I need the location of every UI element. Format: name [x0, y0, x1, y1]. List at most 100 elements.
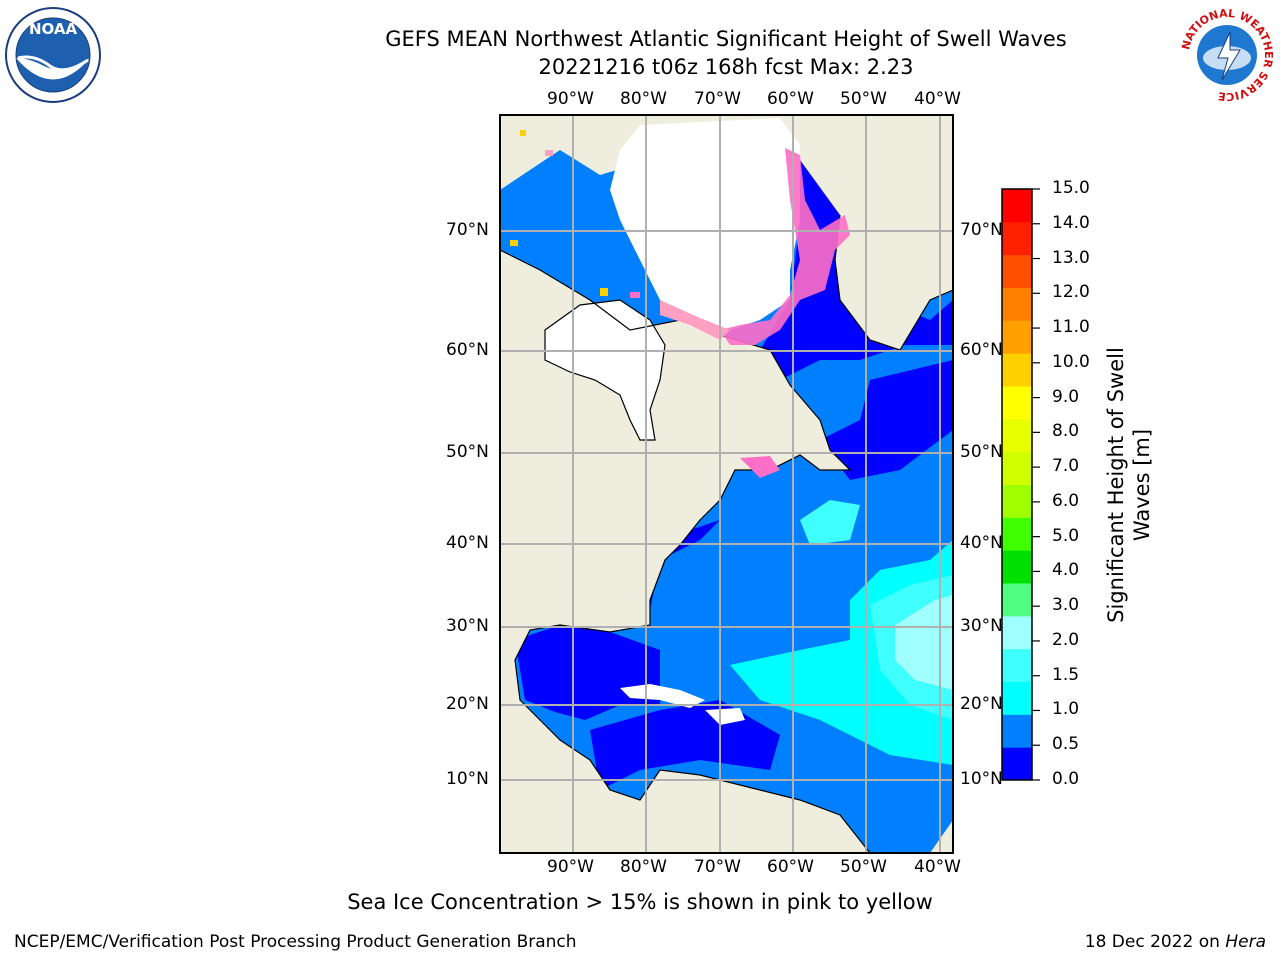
- sea-ice-gulf-stlawrence: [740, 456, 780, 478]
- lat-label-right-20n: 20°N: [960, 694, 1003, 714]
- colorbar-bin: [1002, 714, 1032, 748]
- colorbar-tick-label: 14.0: [1052, 212, 1090, 233]
- cuba-island: [620, 684, 705, 708]
- lon-label-top-80w: 80°W: [620, 89, 667, 109]
- sea-ice-patch: [630, 292, 640, 298]
- lon-label-bottom-90w: 90°W: [547, 857, 594, 877]
- lon-label-bottom-50w: 50°W: [840, 857, 887, 877]
- colorbar-tick-label: 11.0: [1052, 317, 1090, 338]
- sea-ice-patch: [600, 288, 608, 296]
- low-swell-coast: [560, 520, 720, 632]
- south-america-land: [640, 790, 870, 853]
- colorbar-bin: [1002, 386, 1032, 420]
- colorbar: [1002, 188, 1040, 781]
- footer-credit: NCEP/EMC/Verification Post Processing Pr…: [14, 932, 577, 952]
- lon-label-top-50w: 50°W: [840, 89, 887, 109]
- colorbar-tick-label: 6.0: [1052, 490, 1080, 511]
- lon-label-top-90w: 90°W: [547, 89, 594, 109]
- map-frame: [499, 114, 954, 854]
- colorbar-tick-label: 1.0: [1052, 699, 1080, 720]
- lat-label-left-60n: 60°N: [446, 340, 489, 360]
- colorbar-bin: [1002, 320, 1032, 354]
- lon-label-bottom-60w: 60°W: [767, 857, 814, 877]
- colorbar-bin: [1002, 681, 1032, 715]
- lat-label-left-10n: 10°N: [446, 769, 489, 789]
- footer-date: 18 Dec 2022 on Hera: [1085, 932, 1266, 952]
- swell-mid-patch: [800, 500, 860, 545]
- colorbar-tick-label: 10.0: [1052, 351, 1090, 372]
- sea-ice-patch: [510, 240, 518, 246]
- colorbar-bin: [1002, 221, 1032, 256]
- colorbar-tick-label: 0.0: [1052, 769, 1080, 789]
- colorbar-bin: [1002, 517, 1032, 551]
- africa-land: [930, 820, 953, 853]
- lat-label-left-20n: 20°N: [446, 694, 489, 714]
- footer-machine: Hera: [1225, 932, 1266, 952]
- map-gridlines: [500, 115, 953, 853]
- colorbar-tick-label: 12.0: [1052, 282, 1090, 303]
- colorbar-tick-label: 3.0: [1052, 595, 1080, 616]
- greenland-arctic-land: [500, 115, 953, 350]
- colorbar-tick-label: 4.0: [1052, 560, 1080, 581]
- lon-label-top-70w: 70°W: [694, 89, 741, 109]
- colorbar-bin: [1002, 747, 1032, 781]
- hudson-bay-ice: [544, 299, 666, 441]
- sea-ice-patch: [545, 150, 553, 156]
- colorbar-tick-label: 0.5: [1052, 734, 1080, 755]
- swell-2-3m: [895, 595, 953, 690]
- colorbar-bin: [1002, 418, 1032, 453]
- colorbar-tick-label: 1.5: [1052, 664, 1080, 685]
- lat-label-right-30n: 30°N: [960, 616, 1003, 636]
- baffin-ice: [610, 118, 800, 330]
- low-swell-gulf: [515, 625, 660, 720]
- colorbar-tick-label: 2.0: [1052, 629, 1080, 650]
- sea-ice-patch: [520, 130, 526, 136]
- sea-ice-note: Sea Ice Concentration > 15% is shown in …: [347, 890, 933, 914]
- colorbar-tick-label: 13.0: [1052, 247, 1090, 268]
- nws-logo: NATIONAL WEATHER SERVICE: [1179, 7, 1275, 103]
- colorbar-tick-label: 9.0: [1052, 386, 1080, 407]
- lat-label-right-60n: 60°N: [960, 340, 1003, 360]
- lon-label-bottom-70w: 70°W: [694, 857, 741, 877]
- colorbar-bin: [1002, 484, 1032, 518]
- lat-label-right-50n: 50°N: [960, 442, 1003, 462]
- lon-label-bottom-40w: 40°W: [914, 857, 961, 877]
- sea-ice-hudson-strait: [660, 300, 730, 340]
- lat-label-left-70n: 70°N: [446, 220, 489, 240]
- lat-label-left-40n: 40°N: [446, 533, 489, 553]
- colorbar-bin: [1002, 615, 1032, 650]
- lat-label-right-10n: 10°N: [960, 769, 1003, 789]
- colorbar-bin: [1002, 287, 1032, 321]
- lat-label-left-30n: 30°N: [446, 616, 489, 636]
- noaa-logo-text: NOAA: [28, 20, 78, 38]
- colorbar-bin: [1002, 189, 1032, 223]
- lon-label-top-40w: 40°W: [914, 89, 961, 109]
- colorbar-tick-label: 15.0: [1052, 178, 1090, 198]
- colorbar-bin: [1002, 550, 1032, 584]
- noaa-logo: [5, 7, 101, 103]
- footer-date-text: 18 Dec 2022 on: [1084, 932, 1226, 952]
- colorbar-bin: [1002, 254, 1032, 288]
- lat-label-left-50n: 50°N: [446, 442, 489, 462]
- lat-label-right-70n: 70°N: [960, 220, 1003, 240]
- lon-label-top-60w: 60°W: [767, 89, 814, 109]
- colorbar-bin: [1002, 451, 1032, 485]
- lat-label-right-40n: 40°N: [960, 533, 1003, 553]
- hispaniola-island: [705, 708, 745, 725]
- sea-ice-labrador: [720, 148, 850, 345]
- north-america-land: [500, 250, 870, 853]
- low-swell-labrador: [820, 360, 953, 480]
- lon-label-bottom-80w: 80°W: [620, 857, 667, 877]
- colorbar-bin: [1002, 648, 1032, 682]
- colorbar-tick-label: 7.0: [1052, 456, 1080, 477]
- map-title: GEFS MEAN Northwest Atlantic Significant…: [385, 27, 1067, 51]
- map-subtitle: 20221216 t06z 168h fcst Max: 2.23: [538, 55, 914, 79]
- greenland-coast: [834, 214, 953, 351]
- colorbar-title: Significant Height of Swell Waves [m]: [1104, 347, 1154, 623]
- colorbar-frame: [1001, 188, 1033, 781]
- colorbar-tick-label: 8.0: [1052, 421, 1080, 442]
- colorbar-tick-label: 5.0: [1052, 525, 1080, 546]
- colorbar-bin: [1002, 353, 1032, 387]
- colorbar-bin: [1002, 583, 1032, 617]
